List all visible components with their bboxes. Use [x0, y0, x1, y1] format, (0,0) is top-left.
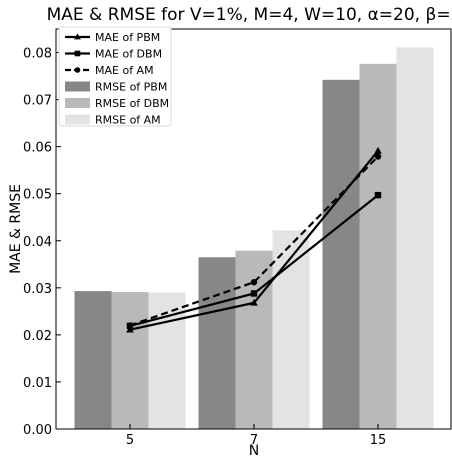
legend-label: RMSE of PBM: [95, 81, 167, 94]
bar: [359, 63, 397, 430]
legend-label: MAE of AM: [95, 64, 154, 77]
y-tick-label: 0.06: [23, 141, 52, 156]
legend-label: RMSE of DBM: [95, 97, 169, 110]
legend-swatch: [65, 81, 90, 92]
data-point: [74, 33, 81, 40]
y-tick-label: 0.01: [23, 376, 52, 391]
y-tick-label: 0.00: [23, 423, 52, 438]
y-tick-label: 0.07: [23, 94, 52, 109]
data-point: [74, 67, 81, 73]
legend-label: MAE of DBM: [95, 48, 162, 61]
y-tick-label: 0.08: [23, 47, 52, 62]
bar: [322, 79, 360, 429]
legend-label: MAE of PBM: [95, 31, 160, 44]
bar: [74, 291, 112, 429]
y-tick-label: 0.04: [23, 235, 52, 250]
x-axis: 5 7 15: [126, 424, 386, 448]
x-tick-label: 15: [370, 433, 387, 448]
data-point: [250, 290, 258, 297]
data-point: [374, 146, 382, 154]
bar: [111, 292, 149, 429]
legend-swatch: [65, 114, 90, 125]
y-axis-label: MAE & RMSE: [8, 184, 24, 274]
x-tick-label: 5: [126, 433, 134, 448]
y-tick-label: 0.03: [23, 282, 52, 297]
bar: [235, 250, 273, 429]
x-axis-label: N: [249, 443, 259, 458]
data-point: [74, 50, 81, 57]
data-point: [126, 322, 134, 329]
bar: [198, 257, 236, 429]
y-tick-label: 0.02: [23, 329, 52, 344]
data-point: [374, 191, 382, 199]
bar-group: [74, 47, 434, 430]
legend: MAE of PBM MAE of DBM MAE of AM RMSE of PBM…: [58, 26, 172, 127]
chart-title: MAE & RMSE for V=1%, M=4, W=10, α=20, β=…: [47, 5, 452, 25]
bar: [272, 230, 310, 429]
line-group: [126, 146, 382, 333]
data-point: [250, 298, 258, 306]
x-tick-label: 7: [250, 433, 258, 448]
legend-label: RMSE of AM: [95, 114, 161, 127]
data-point: [374, 153, 382, 160]
y-tick-label: 0.05: [23, 188, 52, 203]
bar: [396, 47, 434, 430]
data-point: [250, 278, 258, 286]
y-axis: 0.00 0.01 0.02 0.03 0.04 0.05 0.06 0.07 0.08: [23, 47, 61, 438]
legend-swatch: [65, 98, 90, 108]
